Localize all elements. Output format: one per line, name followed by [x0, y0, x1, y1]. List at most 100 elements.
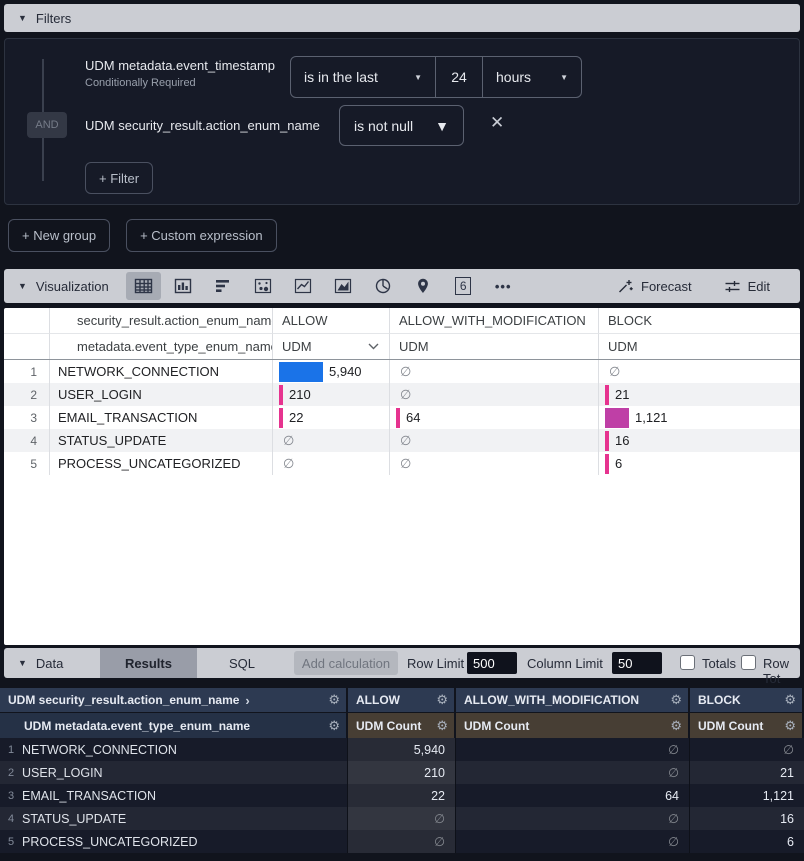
measure-header[interactable]: UDM Count ⚙	[456, 713, 690, 738]
tab-sql[interactable]: SQL	[228, 655, 255, 671]
chevron-right-icon[interactable]: ›	[245, 692, 250, 708]
measure-cell[interactable]: 21	[599, 383, 800, 406]
measure-cell[interactable]: ∅	[390, 360, 599, 383]
measure-header-sorted[interactable]: UDM Count↓ ⚙	[348, 713, 456, 738]
measure-cell[interactable]: ∅	[273, 429, 390, 452]
unit-dropdown[interactable]: hours ▼	[482, 56, 582, 98]
measure-header[interactable]: UDM	[608, 339, 638, 354]
value-cell[interactable]: 6	[787, 834, 794, 849]
collapse-caret-icon[interactable]: ▼	[18, 12, 27, 23]
pivot-field-header[interactable]: UDM security_result.action_enum_name › ⚙	[0, 688, 348, 713]
table-row[interactable]: 3 EMAIL_TRANSACTION 22 64 1,121	[4, 406, 800, 429]
collapse-caret-icon[interactable]: ▼	[18, 280, 27, 291]
edit-button[interactable]: Edit	[724, 278, 770, 295]
add-filter-button[interactable]: + Filter	[85, 162, 154, 194]
value-cell[interactable]: 64	[456, 784, 690, 807]
pivot-value-header[interactable]: ALLOW_WITH_MODIFICATION ⚙	[456, 688, 690, 713]
value-cell[interactable]: 16	[780, 811, 794, 826]
dimension-cell[interactable]: PROCESS_UNCATEGORIZED	[50, 452, 273, 475]
measure-header[interactable]: UDM Count ⚙	[690, 713, 804, 738]
measure-header[interactable]: UDM	[273, 334, 390, 359]
gear-icon[interactable]: ⚙	[670, 692, 682, 707]
table-row[interactable]: 5 PROCESS_UNCATEGORIZED ∅ ∅ 6	[4, 452, 800, 475]
table-row[interactable]: 5 PROCESS_UNCATEGORIZED ∅ ∅ 6	[0, 830, 804, 853]
table-row[interactable]: 4 STATUS_UPDATE ∅ ∅ 16	[0, 807, 804, 830]
pivot-value-header[interactable]: BLOCK ⚙	[690, 688, 804, 713]
table-row[interactable]: 2 USER_LOGIN 210 ∅ 21	[0, 761, 804, 784]
value-cell[interactable]: 1,121	[762, 788, 794, 803]
value-cell[interactable]: ∅	[456, 738, 690, 761]
table-row[interactable]: 3 EMAIL_TRANSACTION 22 64 1,121	[0, 784, 804, 807]
collapse-caret-icon[interactable]: ▼	[18, 657, 27, 668]
value-cell[interactable]: ∅	[348, 807, 456, 830]
measure-cell[interactable]: 1,121	[599, 406, 800, 429]
area-chart-icon[interactable]	[326, 272, 361, 300]
measure-cell[interactable]: 64	[390, 406, 599, 429]
operator-dropdown[interactable]: is not null ▼	[339, 105, 464, 146]
pivot-value-header[interactable]: BLOCK	[599, 308, 800, 334]
pivot-value-header[interactable]: ALLOW ⚙	[348, 688, 456, 713]
measure-cell[interactable]: 22	[273, 406, 390, 429]
value-cell[interactable]: ∅	[783, 743, 794, 757]
column-limit-input[interactable]: 50	[612, 652, 662, 674]
measure-cell[interactable]: ∅	[390, 383, 599, 406]
measure-cell[interactable]: ∅	[390, 452, 599, 475]
pivot-value-header[interactable]: ALLOW	[273, 308, 390, 334]
measure-cell[interactable]: 16	[599, 429, 800, 452]
gear-icon[interactable]: ⚙	[328, 692, 340, 707]
dimension-cell[interactable]: EMAIL_TRANSACTION	[50, 406, 273, 429]
gear-icon[interactable]: ⚙	[670, 717, 682, 733]
value-cell[interactable]: 210	[348, 761, 456, 784]
add-calculation-button[interactable]: Add calculation	[294, 651, 398, 675]
gear-icon[interactable]: ⚙	[784, 717, 796, 733]
dimension-cell[interactable]: STATUS_UPDATE	[22, 811, 127, 826]
operator-dropdown[interactable]: is in the last ▼	[290, 56, 436, 98]
value-cell[interactable]: ∅	[456, 807, 690, 830]
value-cell[interactable]: ∅	[456, 761, 690, 784]
value-cell[interactable]: ∅	[456, 830, 690, 853]
more-options-icon[interactable]: •••	[486, 272, 521, 300]
dimension-cell[interactable]: EMAIL_TRANSACTION	[22, 788, 157, 803]
bar-chart-icon[interactable]	[206, 272, 241, 300]
tab-results[interactable]: Results	[100, 648, 197, 678]
measure-cell[interactable]: ∅	[390, 429, 599, 452]
value-cell[interactable]: 21	[780, 765, 794, 780]
table-row[interactable]: 2 USER_LOGIN 210 ∅ 21	[4, 383, 800, 406]
custom-expression-button[interactable]: + Custom expression	[126, 219, 277, 252]
pivot-value-header[interactable]: ALLOW_WITH_MODIFICATION	[390, 308, 599, 334]
dimension-cell[interactable]: USER_LOGIN	[50, 383, 273, 406]
measure-cell[interactable]: ∅	[273, 452, 390, 475]
value-cell[interactable]: 5,940	[348, 738, 456, 761]
measure-cell[interactable]: 5,940	[273, 360, 390, 383]
filters-header[interactable]: ▼ Filters	[4, 4, 800, 32]
forecast-button[interactable]: Forecast	[617, 278, 692, 295]
value-cell[interactable]: 22	[348, 784, 456, 807]
measure-header[interactable]: UDM	[390, 334, 599, 359]
line-chart-icon[interactable]	[286, 272, 321, 300]
measure-cell[interactable]: 6	[599, 452, 800, 475]
dimension-cell[interactable]: STATUS_UPDATE	[50, 429, 273, 452]
gear-icon[interactable]: ⚙	[436, 692, 448, 707]
dimension-cell[interactable]: USER_LOGIN	[22, 765, 103, 780]
totals-checkbox[interactable]	[680, 655, 695, 670]
dimension-cell[interactable]: NETWORK_CONNECTION	[22, 742, 177, 757]
table-row[interactable]: 4 STATUS_UPDATE ∅ ∅ 16	[4, 429, 800, 452]
gear-icon[interactable]: ⚙	[328, 717, 340, 733]
pivot-field-header[interactable]: security_result.action_enum_name ›	[50, 308, 273, 334]
single-value-icon[interactable]: 6	[446, 272, 481, 300]
measure-cell[interactable]: 210	[273, 383, 390, 406]
map-icon[interactable]	[406, 272, 441, 300]
gear-icon[interactable]: ⚙	[436, 717, 448, 733]
dimension-field-header[interactable]: metadata.event_type_enum_name	[50, 334, 273, 359]
value-input[interactable]: 24	[435, 56, 483, 98]
gear-icon[interactable]: ⚙	[784, 692, 796, 707]
new-group-button[interactable]: + New group	[8, 219, 111, 252]
value-cell[interactable]: ∅	[348, 830, 456, 853]
dimension-cell[interactable]: NETWORK_CONNECTION	[50, 360, 273, 383]
remove-filter-icon[interactable]: ✕	[490, 113, 505, 132]
and-operator-badge[interactable]: AND	[27, 112, 67, 138]
scatter-plot-icon[interactable]	[246, 272, 281, 300]
row-totals-checkbox[interactable]	[741, 655, 756, 670]
table-icon[interactable]	[125, 272, 161, 300]
dimension-field-header[interactable]: UDM metadata.event_type_enum_name ⚙	[0, 713, 348, 738]
